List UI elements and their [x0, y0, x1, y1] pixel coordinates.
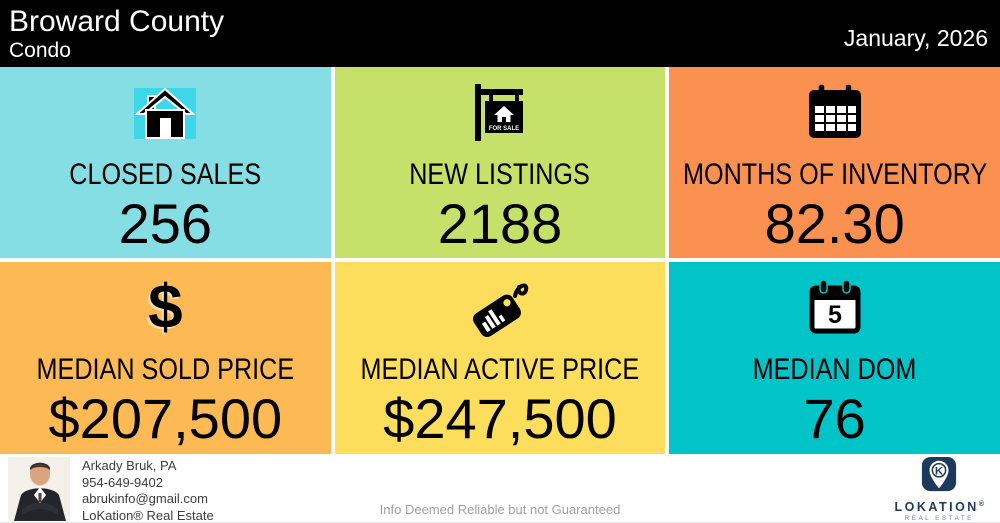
- stats-grid: CLOSED SALES 256 FOR SALE NEW LISTINGS 2…: [0, 67, 1000, 454]
- agent-info: Arkady Bruk, PA 954-649-9402 abrukinfo@g…: [82, 454, 214, 523]
- tile-median-sold-price: $ MEDIAN SOLD PRICE $207,500: [0, 262, 331, 454]
- tile-label: NEW LISTINGS: [409, 158, 591, 191]
- tile-label: MEDIAN SOLD PRICE: [36, 353, 295, 386]
- tile-median-active-price: MEDIAN ACTIVE PRICE $247,500: [334, 262, 666, 454]
- calendar-day-number: 5: [828, 301, 842, 329]
- tile-value: $247,500: [383, 387, 617, 450]
- tile-label: MEDIAN ACTIVE PRICE: [360, 353, 640, 386]
- header-left: Broward County Condo: [9, 0, 224, 67]
- lokation-brand-text: LOKATION®: [894, 500, 984, 514]
- dollar-sign-icon: $: [148, 273, 183, 342]
- agent-phone: 954-649-9402: [82, 474, 163, 490]
- tile-value: 76: [803, 387, 866, 450]
- calendar-day-icon: 5: [807, 275, 863, 341]
- tile-value: 82.30: [764, 192, 905, 255]
- agent-photo: [8, 457, 70, 523]
- calendar-icon: [806, 80, 864, 146]
- for-sale-sign-icon: FOR SALE: [469, 80, 531, 146]
- header-bar: Broward County Condo January, 2026: [0, 0, 1000, 67]
- property-type-label: Condo: [9, 39, 71, 62]
- tile-months-of-inventory: MONTHS OF INVENTORY 82.30: [669, 67, 1000, 258]
- house-icon: [133, 80, 197, 146]
- tile-value: 2188: [437, 192, 563, 255]
- tile-label: MONTHS OF INVENTORY: [682, 158, 987, 191]
- page-title: Broward County: [9, 5, 225, 38]
- lokation-tagline: REAL ESTATE: [904, 515, 974, 522]
- tile-value: $207,500: [48, 387, 283, 450]
- report-date: January, 2026: [843, 25, 988, 51]
- tile-label: CLOSED SALES: [69, 158, 262, 191]
- footer-bar: Arkady Bruk, PA 954-649-9402 abrukinfo@g…: [0, 454, 1000, 523]
- tile-new-listings: FOR SALE NEW LISTINGS 2188: [334, 67, 666, 258]
- tile-closed-sales: CLOSED SALES 256: [0, 67, 331, 258]
- agent-name: Arkady Bruk, PA: [82, 458, 177, 473]
- tile-value: 256: [118, 192, 213, 255]
- tile-label: MEDIAN DOM: [752, 353, 917, 386]
- agent-company: LoKation® Real Estate: [82, 507, 214, 523]
- svg-text:K: K: [935, 466, 944, 478]
- price-tag-icon: [465, 275, 535, 341]
- lokation-logo-icon: K: [920, 456, 958, 499]
- agent-email: abrukinfo@gmail.com: [82, 491, 208, 506]
- disclaimer-text: Info Deemed Reliable but not Guaranteed: [379, 502, 621, 517]
- registered-mark: ®: [978, 500, 984, 508]
- tile-median-dom: 5 MEDIAN DOM 76: [669, 262, 1000, 454]
- for-sale-text: FOR SALE: [489, 126, 519, 132]
- lokation-logo: K LOKATION® REAL ESTATE: [894, 454, 984, 522]
